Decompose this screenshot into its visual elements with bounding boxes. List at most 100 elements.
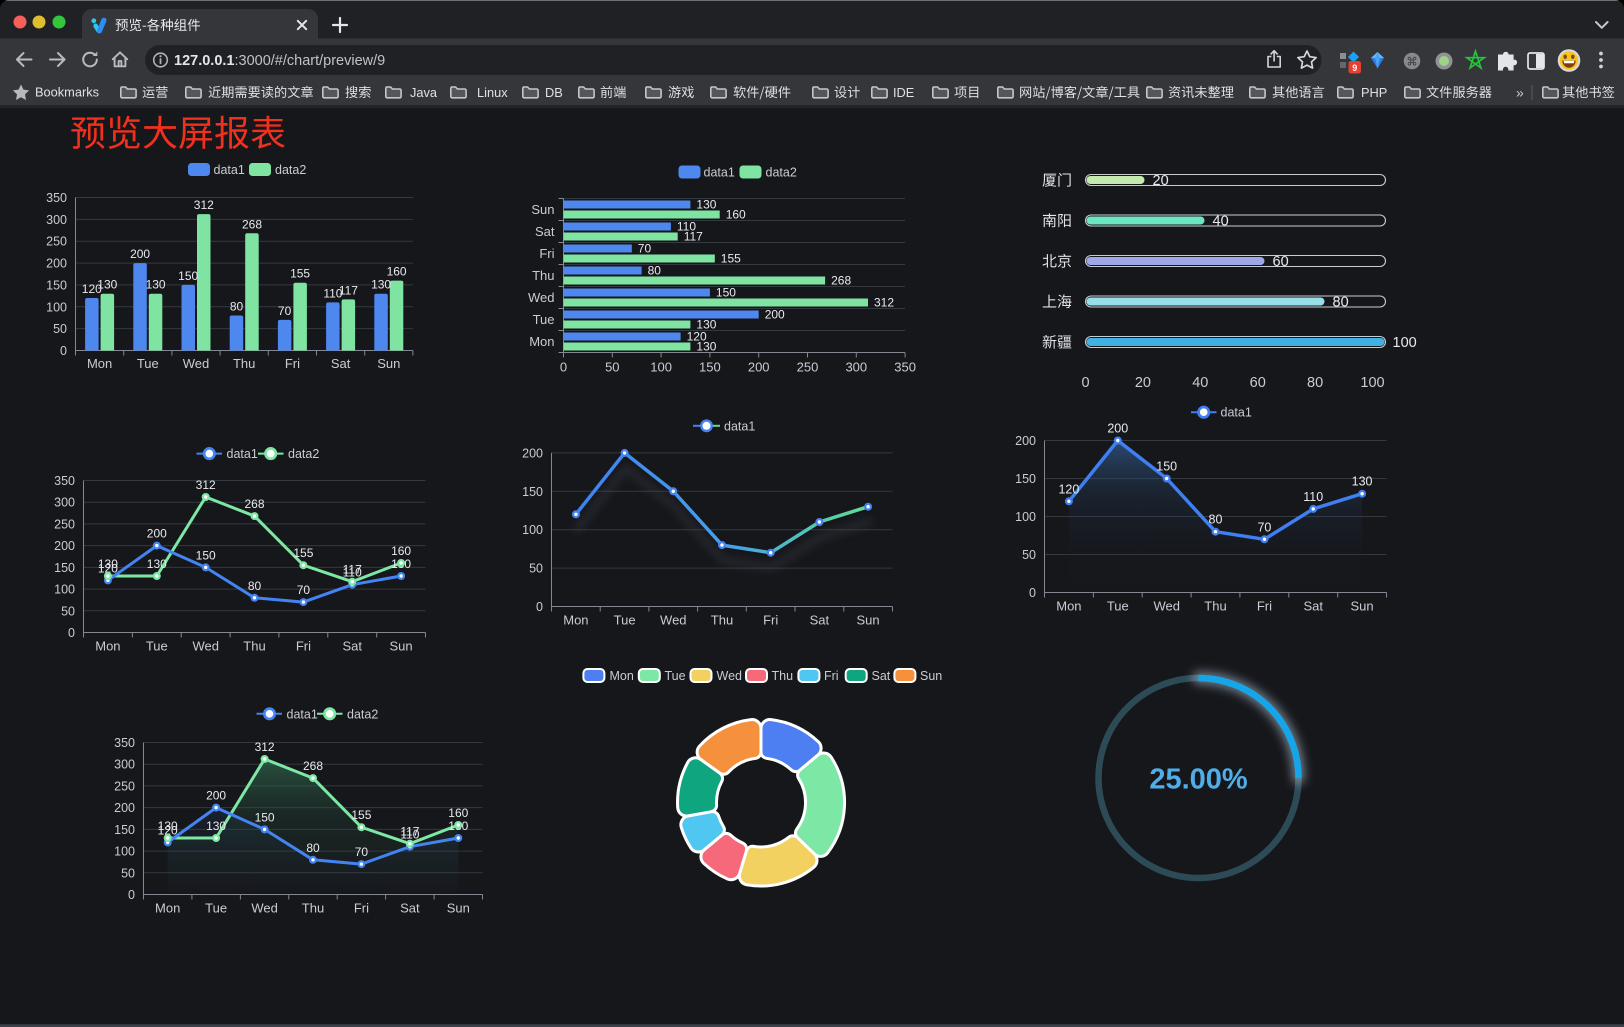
svg-text:Fri: Fri xyxy=(824,669,839,683)
svg-text:130: 130 xyxy=(696,340,716,354)
svg-text:Thu: Thu xyxy=(1204,599,1226,614)
svg-text:70: 70 xyxy=(278,304,292,318)
svg-text:130: 130 xyxy=(206,819,226,833)
svg-text:130: 130 xyxy=(371,278,391,292)
svg-text:160: 160 xyxy=(391,544,411,558)
svg-text:50: 50 xyxy=(121,866,135,880)
svg-text:300: 300 xyxy=(114,758,135,772)
svg-text:150: 150 xyxy=(196,548,216,562)
svg-text:200: 200 xyxy=(522,446,543,460)
svg-text:40: 40 xyxy=(1213,214,1229,230)
svg-text:Tue: Tue xyxy=(205,901,227,916)
svg-text:350: 350 xyxy=(114,736,135,750)
svg-text:100: 100 xyxy=(114,845,135,859)
svg-text:data1: data1 xyxy=(724,419,755,433)
svg-text:312: 312 xyxy=(874,296,894,310)
svg-text:Fri: Fri xyxy=(763,613,778,628)
svg-text:117: 117 xyxy=(400,825,419,839)
svg-text:130: 130 xyxy=(158,819,178,833)
svg-text:150: 150 xyxy=(716,286,736,300)
svg-text:150: 150 xyxy=(54,561,75,575)
svg-text:0: 0 xyxy=(60,344,67,358)
svg-text:80: 80 xyxy=(306,841,320,855)
svg-text:PHP: PHP xyxy=(1361,85,1387,100)
svg-text:Sat: Sat xyxy=(342,639,362,654)
svg-text:Wed: Wed xyxy=(528,290,555,305)
svg-text:Wed: Wed xyxy=(251,901,278,916)
svg-text:Mon: Mon xyxy=(529,334,554,349)
svg-text:120: 120 xyxy=(98,561,118,575)
svg-text:Tue: Tue xyxy=(614,613,636,628)
svg-text:Mon: Mon xyxy=(610,669,634,683)
svg-text:130: 130 xyxy=(97,278,117,292)
svg-text:0: 0 xyxy=(560,360,567,375)
svg-text:50: 50 xyxy=(605,360,619,375)
svg-text:110: 110 xyxy=(1303,490,1323,504)
svg-text:150: 150 xyxy=(114,823,135,837)
svg-text:Sun: Sun xyxy=(531,202,554,217)
svg-text:Fri: Fri xyxy=(285,356,300,371)
svg-text:80: 80 xyxy=(648,264,662,278)
svg-text:150: 150 xyxy=(699,360,721,375)
svg-text:data2: data2 xyxy=(288,447,319,461)
svg-text:250: 250 xyxy=(797,360,819,375)
svg-text:Linux: Linux xyxy=(477,85,508,100)
svg-text:70: 70 xyxy=(1257,520,1271,534)
svg-text:150: 150 xyxy=(255,810,275,824)
svg-text:9: 9 xyxy=(1352,63,1357,73)
svg-text:110: 110 xyxy=(343,566,362,580)
svg-text:100: 100 xyxy=(1393,335,1417,351)
svg-text:data1: data1 xyxy=(287,707,318,721)
svg-text:160: 160 xyxy=(448,806,468,820)
svg-text:Sat: Sat xyxy=(331,356,351,371)
svg-text:Wed: Wed xyxy=(183,356,210,371)
svg-text:data2: data2 xyxy=(347,707,378,721)
svg-text:Fri: Fri xyxy=(539,246,554,261)
svg-text:350: 350 xyxy=(46,191,67,205)
svg-text:Fri: Fri xyxy=(1257,599,1272,614)
svg-text:data1: data1 xyxy=(214,163,245,177)
svg-text:Tue: Tue xyxy=(1107,599,1129,614)
svg-text:130: 130 xyxy=(696,198,716,212)
svg-text:130: 130 xyxy=(147,557,167,571)
svg-text:117: 117 xyxy=(684,230,703,244)
svg-text:Wed: Wed xyxy=(660,613,687,628)
svg-text:Java: Java xyxy=(410,85,438,100)
svg-text:Thu: Thu xyxy=(532,268,554,283)
svg-text:40: 40 xyxy=(1192,375,1208,391)
svg-text:Sun: Sun xyxy=(377,356,400,371)
svg-text:0: 0 xyxy=(1029,586,1036,600)
svg-text:300: 300 xyxy=(46,213,67,227)
svg-text:312: 312 xyxy=(196,478,216,492)
svg-text:60: 60 xyxy=(1250,375,1266,391)
svg-text:Bookmarks: Bookmarks xyxy=(35,85,99,100)
svg-text:250: 250 xyxy=(46,235,67,249)
svg-text:120: 120 xyxy=(82,282,102,296)
svg-text:300: 300 xyxy=(54,496,75,510)
svg-text:data1: data1 xyxy=(227,447,258,461)
svg-text:Sat: Sat xyxy=(872,669,891,683)
svg-text:80: 80 xyxy=(230,300,244,314)
svg-text:155: 155 xyxy=(290,267,310,281)
svg-text:Sat: Sat xyxy=(535,224,555,239)
svg-text:Sun: Sun xyxy=(447,901,470,916)
svg-text:Tue: Tue xyxy=(665,669,686,683)
svg-text:0: 0 xyxy=(1081,375,1089,391)
svg-text:Mon: Mon xyxy=(95,639,120,654)
svg-text:150: 150 xyxy=(522,485,543,499)
svg-text:117: 117 xyxy=(339,283,358,297)
svg-text:268: 268 xyxy=(242,217,262,231)
svg-text:200: 200 xyxy=(46,257,67,271)
svg-text:60: 60 xyxy=(1273,254,1289,270)
svg-text:100: 100 xyxy=(46,300,67,314)
svg-text:250: 250 xyxy=(114,779,135,793)
svg-text:130: 130 xyxy=(1352,475,1373,489)
svg-text:120: 120 xyxy=(1058,482,1079,496)
svg-text:50: 50 xyxy=(61,604,75,618)
svg-text:100: 100 xyxy=(522,523,543,537)
svg-text:Mon: Mon xyxy=(1056,599,1081,614)
svg-text:100: 100 xyxy=(1015,510,1036,524)
svg-text:200: 200 xyxy=(114,801,135,815)
svg-text:data1: data1 xyxy=(1221,406,1252,420)
svg-text:200: 200 xyxy=(147,527,167,541)
